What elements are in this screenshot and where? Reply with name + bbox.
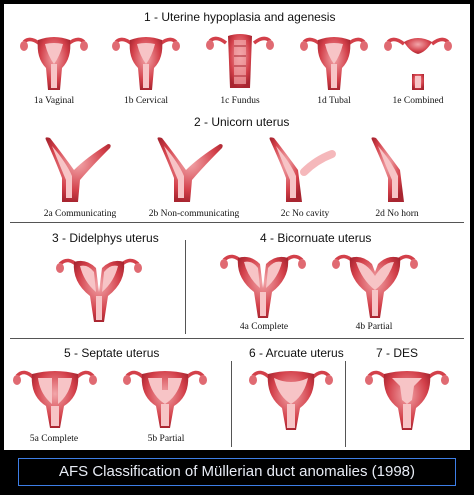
- uterus-2b-icon: [144, 132, 230, 208]
- uterus-1a-icon: [18, 30, 90, 94]
- footer-frame: AFS Classification of Müllerian duct ano…: [18, 458, 456, 486]
- uterus-1b-icon: [110, 30, 182, 94]
- caption-1a: 1a Vaginal: [33, 96, 75, 106]
- caption-2a: 2a Communicating: [43, 209, 117, 219]
- uterus-1d-icon: [298, 30, 370, 94]
- caption-2c: 2c No cavity: [280, 209, 330, 219]
- section-3-title: 3 - Didelphys uterus: [52, 231, 159, 245]
- uterus-2d-icon: [364, 132, 434, 208]
- divider-col-5-6: [231, 361, 232, 447]
- uterus-6-arcuate-icon: [248, 364, 334, 434]
- uterus-4a-icon: [218, 248, 308, 322]
- uterus-3-didelphys-icon: [54, 248, 144, 330]
- uterus-1e-icon: [382, 30, 454, 94]
- caption-5a: 5a Complete: [29, 434, 79, 444]
- caption-2b: 2b Non-communicating: [148, 209, 240, 219]
- caption-4b: 4b Partial: [355, 322, 393, 332]
- section-5-title: 5 - Septate uterus: [64, 346, 160, 360]
- divider-row-2: [10, 222, 464, 223]
- uterus-1c-icon: [204, 28, 276, 94]
- section-7-title: 7 - DES: [376, 346, 419, 360]
- divider-col-3-4: [185, 240, 186, 334]
- section-2-title: 2 - Unicorn uterus: [194, 115, 290, 129]
- section-6-title: 6 - Arcuate uterus: [249, 346, 344, 360]
- caption-1c: 1c Fundus: [220, 96, 260, 106]
- caption-4a: 4a Complete: [239, 322, 289, 332]
- uterus-5b-icon: [122, 364, 208, 432]
- section-4-title: 4 - Bicornuate uterus: [260, 231, 372, 245]
- uterus-5a-icon: [12, 364, 98, 432]
- uterus-7-des-icon: [364, 364, 450, 434]
- caption-5b: 5b Partial: [147, 434, 185, 444]
- caption-1d: 1d Tubal: [317, 96, 351, 106]
- footer-bar: AFS Classification of Müllerian duct ano…: [4, 455, 470, 491]
- uterus-4b-icon: [330, 248, 420, 322]
- caption-1b: 1b Cervical: [123, 96, 169, 106]
- caption-1e: 1e Combined: [392, 96, 444, 106]
- divider-col-6-7: [345, 361, 346, 447]
- uterus-2a-icon: [32, 132, 118, 208]
- caption-2d: 2d No horn: [375, 209, 419, 219]
- section-1-title: 1 - Uterine hypoplasia and agenesis: [144, 10, 336, 24]
- diagram-panel: 1 - Uterine hypoplasia and agenesis 2 - …: [4, 4, 470, 450]
- divider-row-3: [10, 338, 464, 339]
- uterus-2c-icon: [256, 132, 342, 208]
- footer-title: AFS Classification of Müllerian duct ano…: [59, 463, 415, 480]
